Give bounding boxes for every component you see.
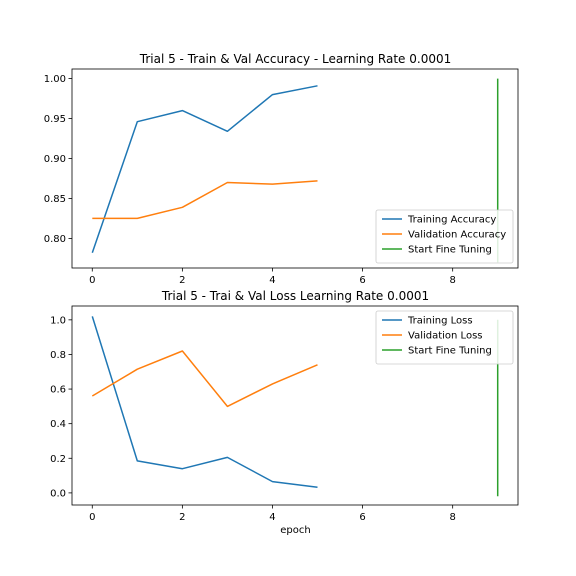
accuracy-chart: Trial 5 - Train & Val Accuracy - Learnin… — [44, 52, 519, 286]
loss-series-line-0 — [91, 316, 318, 489]
accuracy-y-tick-label: 0.85 — [44, 194, 66, 205]
loss-y-tick-label: 0.8 — [50, 350, 66, 361]
loss-y-tick-label: 1.0 — [50, 315, 66, 326]
accuracy-legend-label-2: Start Fine Tuning — [408, 245, 492, 256]
accuracy-legend-label-1: Validation Accuracy — [408, 230, 506, 241]
loss-legend: Training Loss Validation Loss Start Fine T… — [375, 310, 514, 365]
accuracy-series-line-1 — [92, 180, 318, 220]
loss-axes-frame — [71, 305, 519, 506]
accuracy-legend: Training Accuracy Validation Accuracy Star… — [375, 209, 514, 264]
loss-legend-label-2: Start Fine Tuning — [408, 346, 492, 357]
accuracy-x-tick-label: 2 — [179, 275, 185, 286]
loss-x-tick-label: 8 — [449, 512, 455, 523]
accuracy-x-tick-label: 8 — [449, 275, 455, 286]
accuracy-x-tick-label: 0 — [89, 275, 95, 286]
loss-x-tick-label: 4 — [269, 512, 275, 523]
accuracy-y-tick-label: 1.00 — [44, 74, 66, 85]
accuracy-legend-box — [375, 209, 514, 264]
accuracy-legend-label-0: Training Accuracy — [407, 215, 496, 226]
loss-legend-box — [375, 310, 514, 365]
loss-y-tick-label: 0.0 — [50, 488, 66, 499]
accuracy-x-tick-label: 4 — [269, 275, 275, 286]
loss-y-tick-label: 0.6 — [50, 385, 66, 396]
accuracy-y-tick-label: 0.90 — [44, 154, 66, 165]
loss-chart-xlabel: epoch — [280, 525, 310, 536]
loss-x-tick-label: 6 — [359, 512, 365, 523]
loss-series-line-1 — [91, 350, 318, 408]
accuracy-y-tick-label: 0.95 — [44, 114, 66, 125]
accuracy-x-tick-label: 6 — [359, 275, 365, 286]
accuracy-y-tick-label: 0.80 — [44, 234, 66, 245]
loss-x-tick-label: 0 — [89, 512, 95, 523]
loss-chart: Trial 5 - Trai & Val Loss Learning Rate … — [50, 289, 519, 536]
accuracy-chart-title: Trial 5 - Train & Val Accuracy - Learnin… — [139, 52, 451, 66]
accuracy-series-line-0 — [91, 85, 318, 254]
loss-chart-title: Trial 5 - Trai & Val Loss Learning Rate … — [161, 289, 429, 303]
loss-y-tick-label: 0.4 — [50, 419, 66, 430]
accuracy-axes-frame — [71, 68, 519, 269]
loss-legend-label-1: Validation Loss — [408, 331, 483, 342]
loss-x-tick-label: 2 — [179, 512, 185, 523]
loss-y-tick-label: 0.2 — [50, 454, 66, 465]
loss-legend-label-0: Training Loss — [407, 316, 473, 327]
